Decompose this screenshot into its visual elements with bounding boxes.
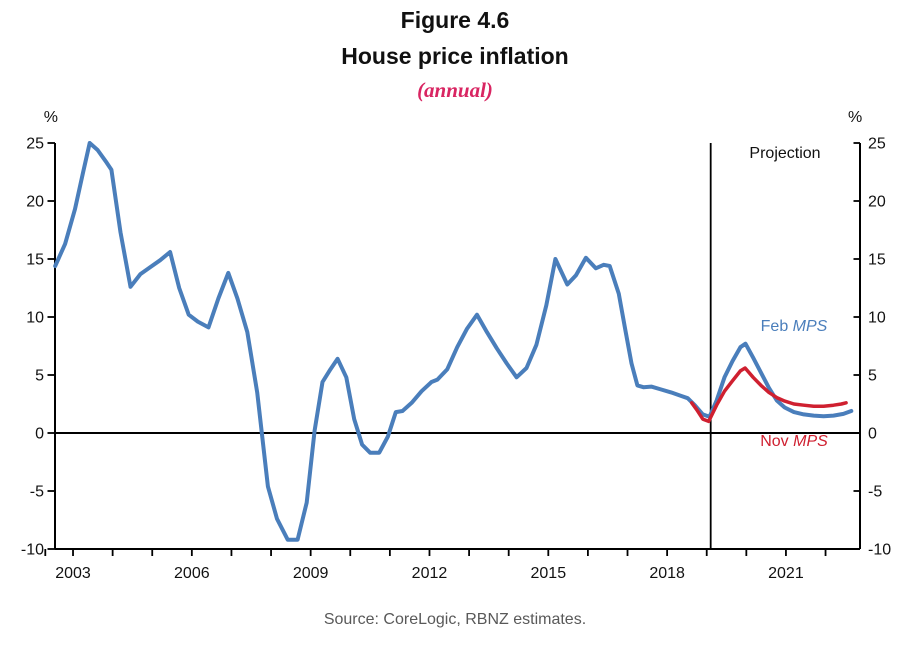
y-tick-label-left: 10	[26, 310, 44, 327]
y-tick-label-left: 0	[35, 426, 44, 443]
source-note: Source: CoreLogic, RBNZ estimates.	[323, 611, 587, 628]
legend-nov-mps-italic: MPS	[793, 433, 828, 450]
chart-subtitle: (annual)	[417, 78, 493, 102]
projection-annotation: Projection	[749, 145, 821, 162]
x-tick-label: 2015	[531, 565, 567, 582]
legend-feb-mps: Feb MPS	[738, 318, 850, 336]
legend-nov-mps: Nov MPS	[738, 433, 850, 451]
y-tick-label-left: 5	[35, 368, 44, 385]
x-tick-label: 2003	[55, 565, 91, 582]
y-tick-label-left: 25	[26, 136, 44, 153]
y-tick-label-right: 10	[868, 310, 886, 327]
y-tick-label-left: -5	[30, 484, 44, 501]
y-tick-label-left: -10	[21, 542, 44, 559]
x-tick-label: 2006	[174, 565, 210, 582]
x-tick-label: 2021	[768, 565, 804, 582]
legend-feb-text: Feb	[760, 318, 793, 335]
y-tick-label-right: 20	[868, 194, 886, 211]
legend-nov-text: Nov	[760, 433, 794, 450]
right-axis-unit-label: %	[848, 109, 863, 126]
y-tick-label-right: 15	[868, 252, 886, 269]
left-axis-unit-label: %	[43, 109, 58, 126]
legend-feb-mps-italic: MPS	[792, 318, 828, 335]
x-tick-label: 2009	[293, 565, 329, 582]
series-line-feb-mps	[53, 141, 854, 542]
y-tick-label-left: 15	[26, 252, 44, 269]
y-tick-label-right: 5	[868, 368, 877, 385]
series-line-nov-mps	[689, 366, 848, 424]
y-tick-label-right: 25	[868, 136, 886, 153]
y-tick-label-right: -10	[868, 542, 891, 559]
chart-title: House price inflation	[341, 43, 569, 69]
y-tick-label-right: -5	[868, 484, 882, 501]
figure-number: Figure 4.6	[400, 7, 510, 33]
x-tick-label: 2018	[649, 565, 685, 582]
y-tick-label-right: 0	[868, 426, 877, 443]
y-tick-label-left: 20	[26, 194, 44, 211]
x-tick-label: 2012	[412, 565, 448, 582]
